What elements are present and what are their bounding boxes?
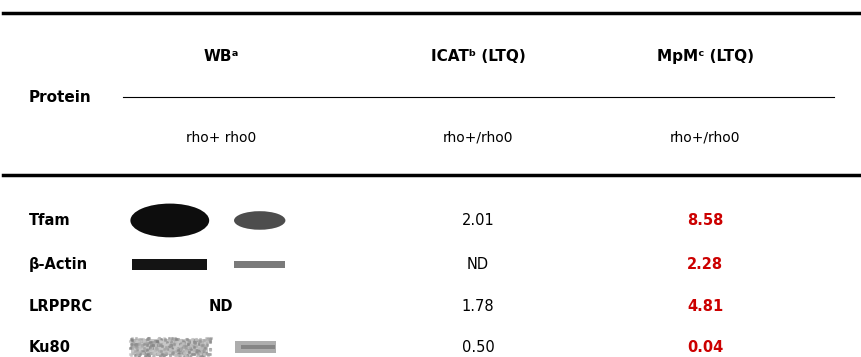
Text: Ku80: Ku80	[28, 340, 71, 355]
Text: WBᵃ: WBᵃ	[203, 49, 238, 64]
Text: ND: ND	[467, 257, 488, 272]
Text: ICATᵇ (LTQ): ICATᵇ (LTQ)	[430, 49, 525, 64]
Text: LRPPRC: LRPPRC	[28, 299, 92, 314]
Text: Tfam: Tfam	[28, 213, 70, 228]
Text: rho+/rho0: rho+/rho0	[669, 131, 740, 145]
Text: β-Actin: β-Actin	[28, 257, 88, 272]
Bar	[240, 345, 275, 350]
Text: 1.78: 1.78	[461, 299, 494, 314]
Ellipse shape	[130, 203, 209, 237]
Bar	[233, 261, 285, 268]
Text: 4.81: 4.81	[686, 299, 722, 314]
Bar	[234, 341, 276, 353]
Text: rho+/rho0: rho+/rho0	[443, 131, 513, 145]
Text: 2.28: 2.28	[686, 257, 722, 272]
Text: 0.50: 0.50	[461, 340, 494, 355]
Bar	[131, 339, 208, 355]
Text: ND: ND	[208, 299, 233, 314]
Ellipse shape	[233, 211, 285, 230]
Text: MpMᶜ (LTQ): MpMᶜ (LTQ)	[656, 49, 753, 64]
Text: Protein: Protein	[28, 90, 91, 105]
Text: 0.04: 0.04	[686, 340, 722, 355]
Text: 8.58: 8.58	[686, 213, 722, 228]
Text: 2.01: 2.01	[461, 213, 494, 228]
Text: rho+ rho0: rho+ rho0	[186, 131, 256, 145]
Bar	[132, 259, 208, 270]
